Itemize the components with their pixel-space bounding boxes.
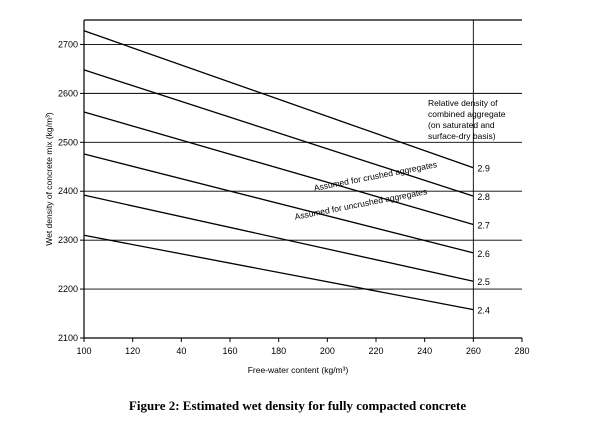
x-tick-label-160: 160 bbox=[222, 346, 237, 356]
series-label-2.6: 2.6 bbox=[477, 249, 490, 259]
series-lines bbox=[83, 30, 474, 311]
grid bbox=[84, 20, 522, 339]
series-label-2.5: 2.5 bbox=[477, 277, 490, 287]
legend-title-line-4: surface-dry basis) bbox=[428, 131, 496, 141]
x-tick-label-280: 280 bbox=[514, 346, 529, 356]
y-tick-label-2300: 2300 bbox=[58, 235, 78, 245]
x-tick-label-200: 200 bbox=[320, 346, 335, 356]
series-line-2.9 bbox=[83, 30, 474, 169]
y-tick-label-2200: 2200 bbox=[58, 284, 78, 294]
legend-title-line-3: (on saturated and bbox=[428, 120, 495, 130]
series-label-2.4: 2.4 bbox=[477, 306, 490, 316]
labels: 2100 2200 2300 2400 2500 2600 2700 100 120 40 160 1… bbox=[44, 39, 530, 375]
y-tick-label-2700: 2700 bbox=[58, 39, 78, 49]
series-label-2.9: 2.9 bbox=[477, 164, 490, 174]
series-label-2.8: 2.8 bbox=[477, 192, 490, 202]
figure-caption: Figure 2: Estimated wet density for full… bbox=[128, 398, 467, 413]
x-tick-label-100: 100 bbox=[76, 346, 91, 356]
x-axis-title: Free-water content (kg/m³) bbox=[248, 365, 349, 375]
x-tick-label-180: 180 bbox=[271, 346, 286, 356]
series-line-2.8 bbox=[83, 69, 474, 197]
series-line-2.5 bbox=[83, 194, 474, 282]
y-tick-label-2100: 2100 bbox=[58, 333, 78, 343]
series-line-2.6 bbox=[83, 153, 474, 254]
y-tick-label-2600: 2600 bbox=[58, 88, 78, 98]
x-tick-label-220: 220 bbox=[368, 346, 383, 356]
legend-title-line-2: combined aggregate bbox=[428, 109, 506, 119]
series-line-2.7 bbox=[83, 111, 474, 226]
legend-title-line-1: Relative density of bbox=[428, 98, 498, 108]
axes bbox=[80, 19, 523, 342]
series-line-2.4 bbox=[83, 234, 474, 311]
y-axis-title: Wet density of concrete mix (kg/m³) bbox=[44, 112, 54, 246]
x-tick-label-260: 260 bbox=[466, 346, 481, 356]
x-tick-label-240: 240 bbox=[417, 346, 432, 356]
x-tick-label-140: 40 bbox=[176, 346, 186, 356]
series-label-2.7: 2.7 bbox=[477, 220, 490, 230]
x-tick-label-120: 120 bbox=[125, 346, 140, 356]
y-tick-label-2400: 2400 bbox=[58, 186, 78, 196]
y-tick-label-2500: 2500 bbox=[58, 137, 78, 147]
